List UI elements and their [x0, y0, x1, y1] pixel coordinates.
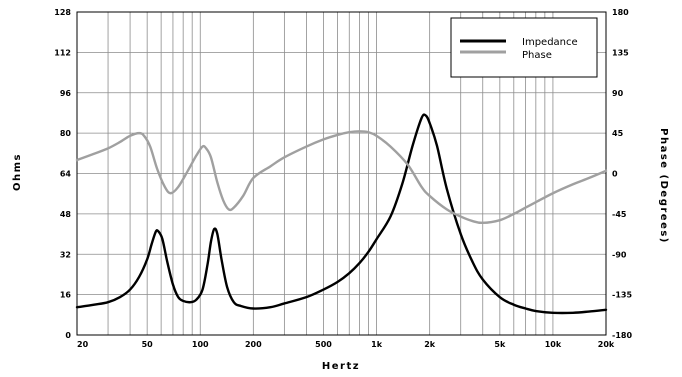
x-tick-label: 20 [77, 340, 89, 349]
series-lines [75, 113, 608, 315]
y-tick-label: 112 [54, 48, 71, 57]
x-tick-label: 1k [371, 340, 383, 349]
plot-border [76, 11, 607, 336]
y-tick-label: 32 [60, 250, 71, 259]
y-tick-label: 80 [60, 129, 72, 138]
y2-tick-label: -90 [612, 250, 627, 259]
legend: Impedance Phase [450, 17, 598, 78]
x-axis-ticks: 20 50 100 200 500 1k 2k 5k 10k 20k [77, 340, 615, 349]
x-tick-label: 5k [494, 340, 506, 349]
y2-tick-label: 0 [612, 170, 618, 179]
y-tick-label: 128 [54, 8, 71, 17]
series-impedance-line [75, 113, 608, 315]
right-axis-ticks: -180 -135 -90 -45 0 45 90 135 180 [612, 8, 632, 340]
y2-axis-title: Phase (Degrees) [658, 128, 669, 244]
y2-tick-label: 180 [612, 8, 629, 17]
series-phase-line [75, 130, 608, 225]
y2-tick-label: 45 [612, 129, 624, 138]
x-tick-label: 500 [315, 340, 332, 349]
y2-tick-label: 135 [612, 48, 629, 57]
x-tick-label: 50 [142, 340, 154, 349]
y2-tick-label: -180 [612, 331, 632, 340]
y-tick-label: 96 [60, 89, 72, 98]
legend-label-impedance: Impedance [522, 37, 578, 48]
y2-tick-label: -135 [612, 291, 632, 300]
x-tick-label: 2k [424, 340, 436, 349]
plot-frame [76, 11, 607, 336]
x-tick-label: 200 [245, 340, 262, 349]
y-tick-label: 64 [60, 170, 72, 179]
y2-tick-label: 90 [612, 89, 624, 98]
y-tick-label: 48 [60, 210, 72, 219]
y-axis-title: Ohms [12, 153, 23, 191]
legend-label-phase: Phase [522, 50, 552, 61]
x-tick-label: 10k [545, 340, 562, 349]
legend-box [450, 17, 598, 78]
y-tick-label: 0 [65, 331, 71, 340]
y2-tick-label: -45 [612, 210, 627, 219]
x-tick-label: 100 [192, 340, 209, 349]
x-tick-label: 20k [598, 340, 615, 349]
x-axis-title: Hertz [322, 361, 360, 372]
left-axis-ticks: 0 16 32 48 64 80 96 112 128 [54, 8, 71, 340]
y-tick-label: 16 [60, 291, 72, 300]
